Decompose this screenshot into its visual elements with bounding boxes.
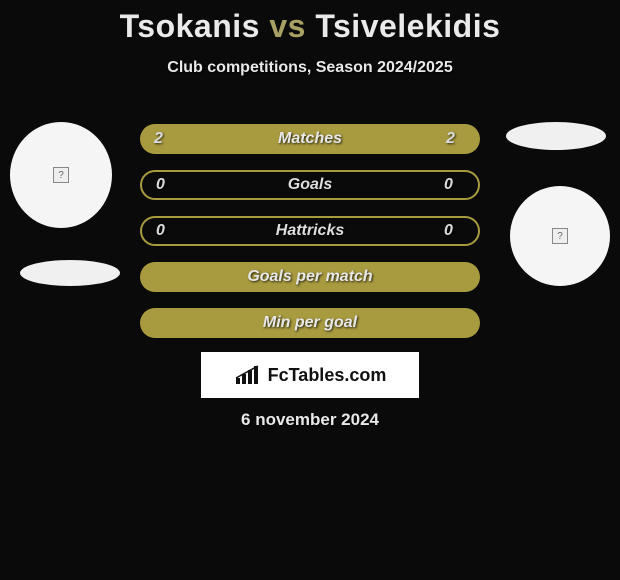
stat-row-goals: 0 Goals 0 (140, 170, 480, 200)
stat-label: Goals (288, 176, 332, 194)
stat-label: Matches (278, 130, 342, 148)
stats-container: 2 Matches 2 0 Goals 0 0 Hattricks 0 Goal… (140, 124, 480, 354)
stat-label: Goals per match (247, 268, 372, 286)
fctables-logo: FcTables.com (201, 352, 419, 398)
stat-label: Hattricks (276, 222, 344, 240)
player2-avatar: ? (510, 122, 610, 286)
player2-name: Tsivelekidis (315, 8, 500, 44)
player1-name: Tsokanis (120, 8, 260, 44)
comparison-title: Tsokanis vs Tsivelekidis (0, 0, 620, 45)
image-placeholder-icon: ? (53, 167, 69, 183)
stat-value-right: 0 (444, 176, 464, 194)
stat-value-left: 0 (156, 222, 176, 240)
stat-row-goals-per-match: Goals per match (140, 262, 480, 292)
player1-shadow (20, 260, 120, 286)
stat-value-left: 2 (154, 130, 174, 148)
stat-label: Min per goal (263, 314, 357, 332)
bar-chart-icon (234, 364, 262, 386)
stat-value-right: 0 (444, 222, 464, 240)
stat-row-min-per-goal: Min per goal (140, 308, 480, 338)
image-placeholder-icon: ? (552, 228, 568, 244)
player1-head: ? (10, 122, 112, 228)
player2-head: ? (510, 186, 610, 286)
player1-avatar: ? (10, 122, 120, 286)
stat-value-right: 2 (446, 130, 466, 148)
vs-text: vs (269, 8, 306, 44)
stat-row-hattricks: 0 Hattricks 0 (140, 216, 480, 246)
date-text: 6 november 2024 (0, 410, 620, 430)
stat-row-matches: 2 Matches 2 (140, 124, 480, 154)
logo-text: FcTables.com (268, 365, 387, 386)
subtitle: Club competitions, Season 2024/2025 (0, 59, 620, 77)
player2-shadow (506, 122, 606, 150)
stat-value-left: 0 (156, 176, 176, 194)
